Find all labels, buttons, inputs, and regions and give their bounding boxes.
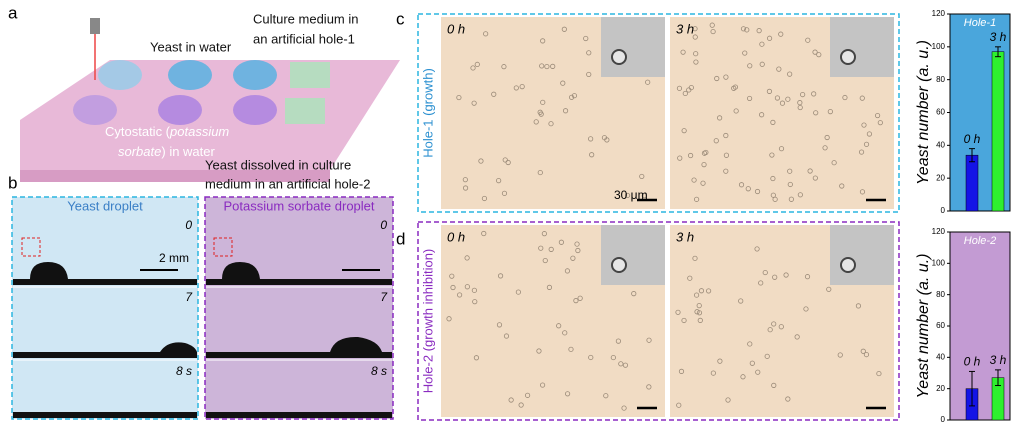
substrate	[206, 352, 392, 358]
panel-title: Potassium sorbate droplet	[223, 198, 374, 213]
inset-cell	[841, 50, 855, 64]
panel-a: a Yeast in water Culture medium in an ar…	[8, 3, 400, 191]
bar-label: 0 h	[964, 132, 981, 146]
droplet	[168, 60, 212, 90]
substrate	[13, 352, 197, 358]
inset-cell	[612, 50, 626, 64]
droplet	[233, 60, 277, 90]
time-label: 0	[185, 218, 192, 232]
inset	[830, 225, 894, 285]
substrate	[206, 412, 392, 418]
y-tick-label: 80	[936, 75, 945, 84]
substrate	[13, 279, 197, 285]
time-label: 8 s	[371, 364, 387, 378]
y-tick-label: 20	[936, 384, 945, 393]
panel-label: d	[396, 229, 405, 248]
time-label: 0 h	[447, 229, 465, 244]
time-label: 3 h	[676, 21, 694, 36]
droplet	[158, 95, 202, 125]
y-axis-label: Yeast number (a. u.)	[915, 40, 932, 185]
panel-label: c	[396, 9, 405, 28]
nozzle	[90, 18, 100, 34]
y-tick-label: 100	[932, 42, 946, 51]
annotation: sorbate) in water	[118, 144, 216, 159]
droplet	[233, 95, 277, 125]
y-tick-label: 120	[932, 9, 946, 18]
hole-1	[290, 62, 330, 88]
y-tick-label: 20	[936, 173, 945, 182]
y-tick-label: 0	[941, 206, 946, 215]
inset	[601, 17, 665, 77]
droplet	[73, 95, 117, 125]
panel-label: a	[8, 3, 18, 22]
figure: a Yeast in water Culture medium in an ar…	[0, 0, 1015, 426]
annotation: Yeast dissolved in culture	[205, 157, 351, 172]
y-tick-label: 60	[936, 321, 945, 330]
bar-label: 3 h	[990, 30, 1007, 44]
frame	[205, 197, 393, 419]
time-label: 0	[380, 218, 387, 232]
scale-label: 2 mm	[159, 251, 189, 265]
y-tick-label: 120	[932, 227, 946, 236]
side-label: Hole-2 (growth inhibition)	[420, 249, 435, 394]
chart-title: Hole-2	[964, 235, 996, 247]
inset	[601, 225, 665, 285]
bar	[966, 155, 978, 211]
inset-cell	[841, 258, 855, 272]
time-label: 3 h	[676, 229, 694, 244]
annotation: Yeast in water	[150, 39, 232, 54]
panel-b: b Yeast droplet Potassium sorbate drople…	[8, 173, 393, 419]
y-tick-label: 0	[941, 415, 946, 424]
substrate	[206, 279, 392, 285]
bar-label: 0 h	[964, 355, 981, 369]
y-tick-label: 40	[936, 352, 945, 361]
micrographs	[441, 17, 894, 417]
inset-cell	[612, 258, 626, 272]
y-tick-label: 40	[936, 140, 945, 149]
frame	[12, 197, 198, 419]
annotation: an artificial hole-1	[253, 31, 355, 46]
inset	[830, 17, 894, 77]
side-label: Hole-1 (growth)	[420, 68, 435, 158]
y-tick-label: 80	[936, 290, 945, 299]
text: Cytostatic (	[105, 124, 171, 139]
panel-label: b	[8, 173, 17, 192]
droplet	[98, 60, 142, 90]
annotation: Cytostatic (potassium	[105, 124, 229, 139]
chart-title: Hole-1	[964, 17, 996, 29]
y-axis-label: Yeast number (a. u.)	[915, 254, 932, 399]
panel-title: Yeast droplet	[67, 198, 143, 213]
bar-label: 3 h	[990, 353, 1007, 367]
time-label: 8 s	[176, 364, 192, 378]
text: potassium	[169, 124, 229, 139]
substrate	[13, 412, 197, 418]
annotation: Culture medium in	[253, 11, 359, 26]
bar	[992, 52, 1004, 211]
panel-cd: c d Hole-1 (growth) Hole-2 (growth inhib…	[396, 9, 899, 420]
time-label: 0 h	[447, 21, 465, 36]
y-tick-label: 100	[932, 258, 946, 267]
y-tick-label: 60	[936, 108, 945, 117]
charts: 0 20 40 60 80 100 120 Yeast number (a. u.) Hole-…	[915, 9, 1010, 424]
annotation: medium in an artificial hole-2	[205, 176, 370, 191]
text: sorbate	[118, 144, 161, 159]
scale-label: 30 μm	[614, 188, 648, 202]
hole-2	[285, 98, 325, 124]
